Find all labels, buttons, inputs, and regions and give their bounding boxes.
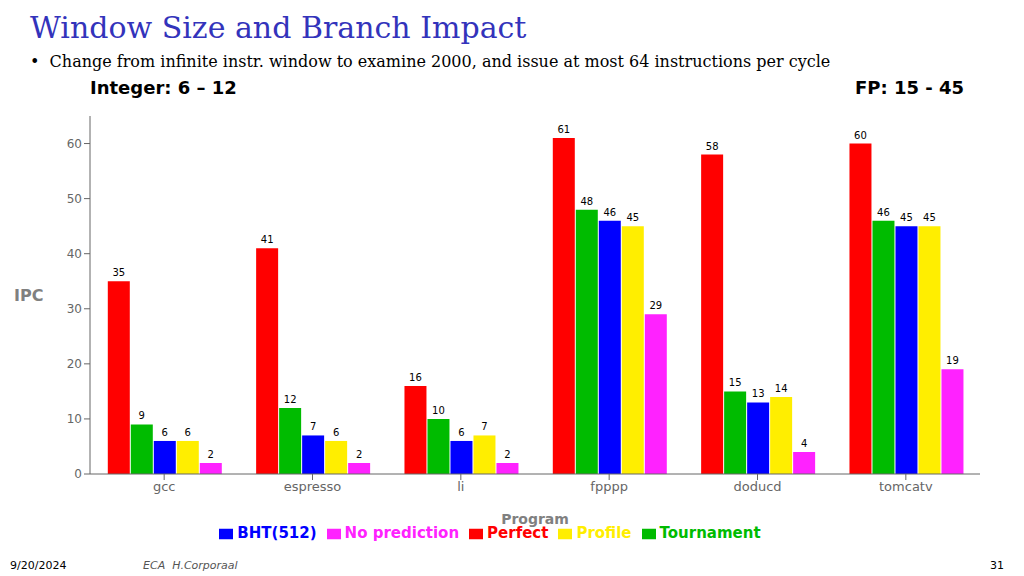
svg-text:60: 60	[854, 130, 867, 141]
svg-text:45: 45	[923, 212, 936, 223]
svg-text:35: 35	[112, 267, 125, 278]
html-text:Integer: 6 – 12: Integer: 6 – 12	[90, 77, 237, 98]
svg-text:6: 6	[185, 427, 191, 438]
svg-text:7: 7	[310, 421, 316, 432]
html-text:9/20/2024: 9/20/2024	[10, 559, 67, 572]
svg-text:2: 2	[208, 449, 214, 460]
svg-text:10: 10	[432, 405, 445, 416]
svg-text:10: 10	[67, 412, 82, 426]
svg-text:espresso: espresso	[284, 479, 342, 494]
html-text:ECA H.Corporaal: ECA H.Corporaal	[143, 559, 238, 572]
svg-text:6: 6	[458, 427, 464, 438]
svg-text:Program: Program	[501, 511, 569, 527]
svg-text:tomcatv: tomcatv	[879, 479, 933, 494]
svg-text:61: 61	[557, 124, 570, 135]
svg-text:6: 6	[162, 427, 168, 438]
svg-text:19: 19	[946, 355, 959, 366]
svg-text:41: 41	[261, 234, 274, 245]
svg-text:45: 45	[626, 212, 639, 223]
svg-text:60: 60	[67, 137, 82, 151]
svg-text:2: 2	[356, 449, 362, 460]
html-text:Tournament: Tournament	[659, 524, 761, 542]
html-text:BHT(512): BHT(512)	[237, 524, 317, 542]
svg-text:IPC: IPC	[14, 286, 43, 305]
svg-text:doducd: doducd	[733, 479, 781, 494]
svg-text:30: 30	[67, 302, 82, 316]
html-text:31: 31	[990, 559, 1004, 572]
svg-text:14: 14	[775, 383, 788, 394]
svg-text:50: 50	[67, 192, 82, 206]
html-text:Window Size and Branch Impact: Window Size and Branch Impact	[30, 10, 527, 45]
svg-text:20: 20	[67, 357, 82, 371]
svg-text:29: 29	[649, 300, 662, 311]
svg-text:9: 9	[139, 410, 145, 421]
svg-text:2: 2	[504, 449, 510, 460]
svg-text:40: 40	[67, 247, 82, 261]
svg-text:7: 7	[481, 421, 487, 432]
svg-text:13: 13	[752, 388, 765, 399]
svg-text:45: 45	[900, 212, 913, 223]
svg-text:fpppp: fpppp	[590, 479, 628, 494]
svg-text:6: 6	[333, 427, 339, 438]
svg-text:0: 0	[74, 467, 82, 481]
html-text:Perfect: Perfect	[487, 524, 549, 542]
svg-text:58: 58	[706, 141, 719, 152]
svg-text:gcc: gcc	[153, 479, 176, 494]
svg-text:li: li	[457, 479, 464, 494]
svg-text:4: 4	[801, 438, 807, 449]
html-text:• Change from infinite instr.: • Change from infinite instr. window to …	[30, 52, 831, 71]
html-text:Profile: Profile	[576, 524, 632, 542]
html-text:No prediction: No prediction	[344, 524, 460, 542]
html-text:FP: 15 - 45: FP: 15 - 45	[854, 77, 964, 98]
svg-text:12: 12	[284, 394, 297, 405]
svg-text:46: 46	[877, 207, 890, 218]
svg-text:15: 15	[729, 377, 742, 388]
svg-text:48: 48	[580, 196, 593, 207]
svg-text:46: 46	[603, 207, 616, 218]
svg-text:16: 16	[409, 372, 422, 383]
